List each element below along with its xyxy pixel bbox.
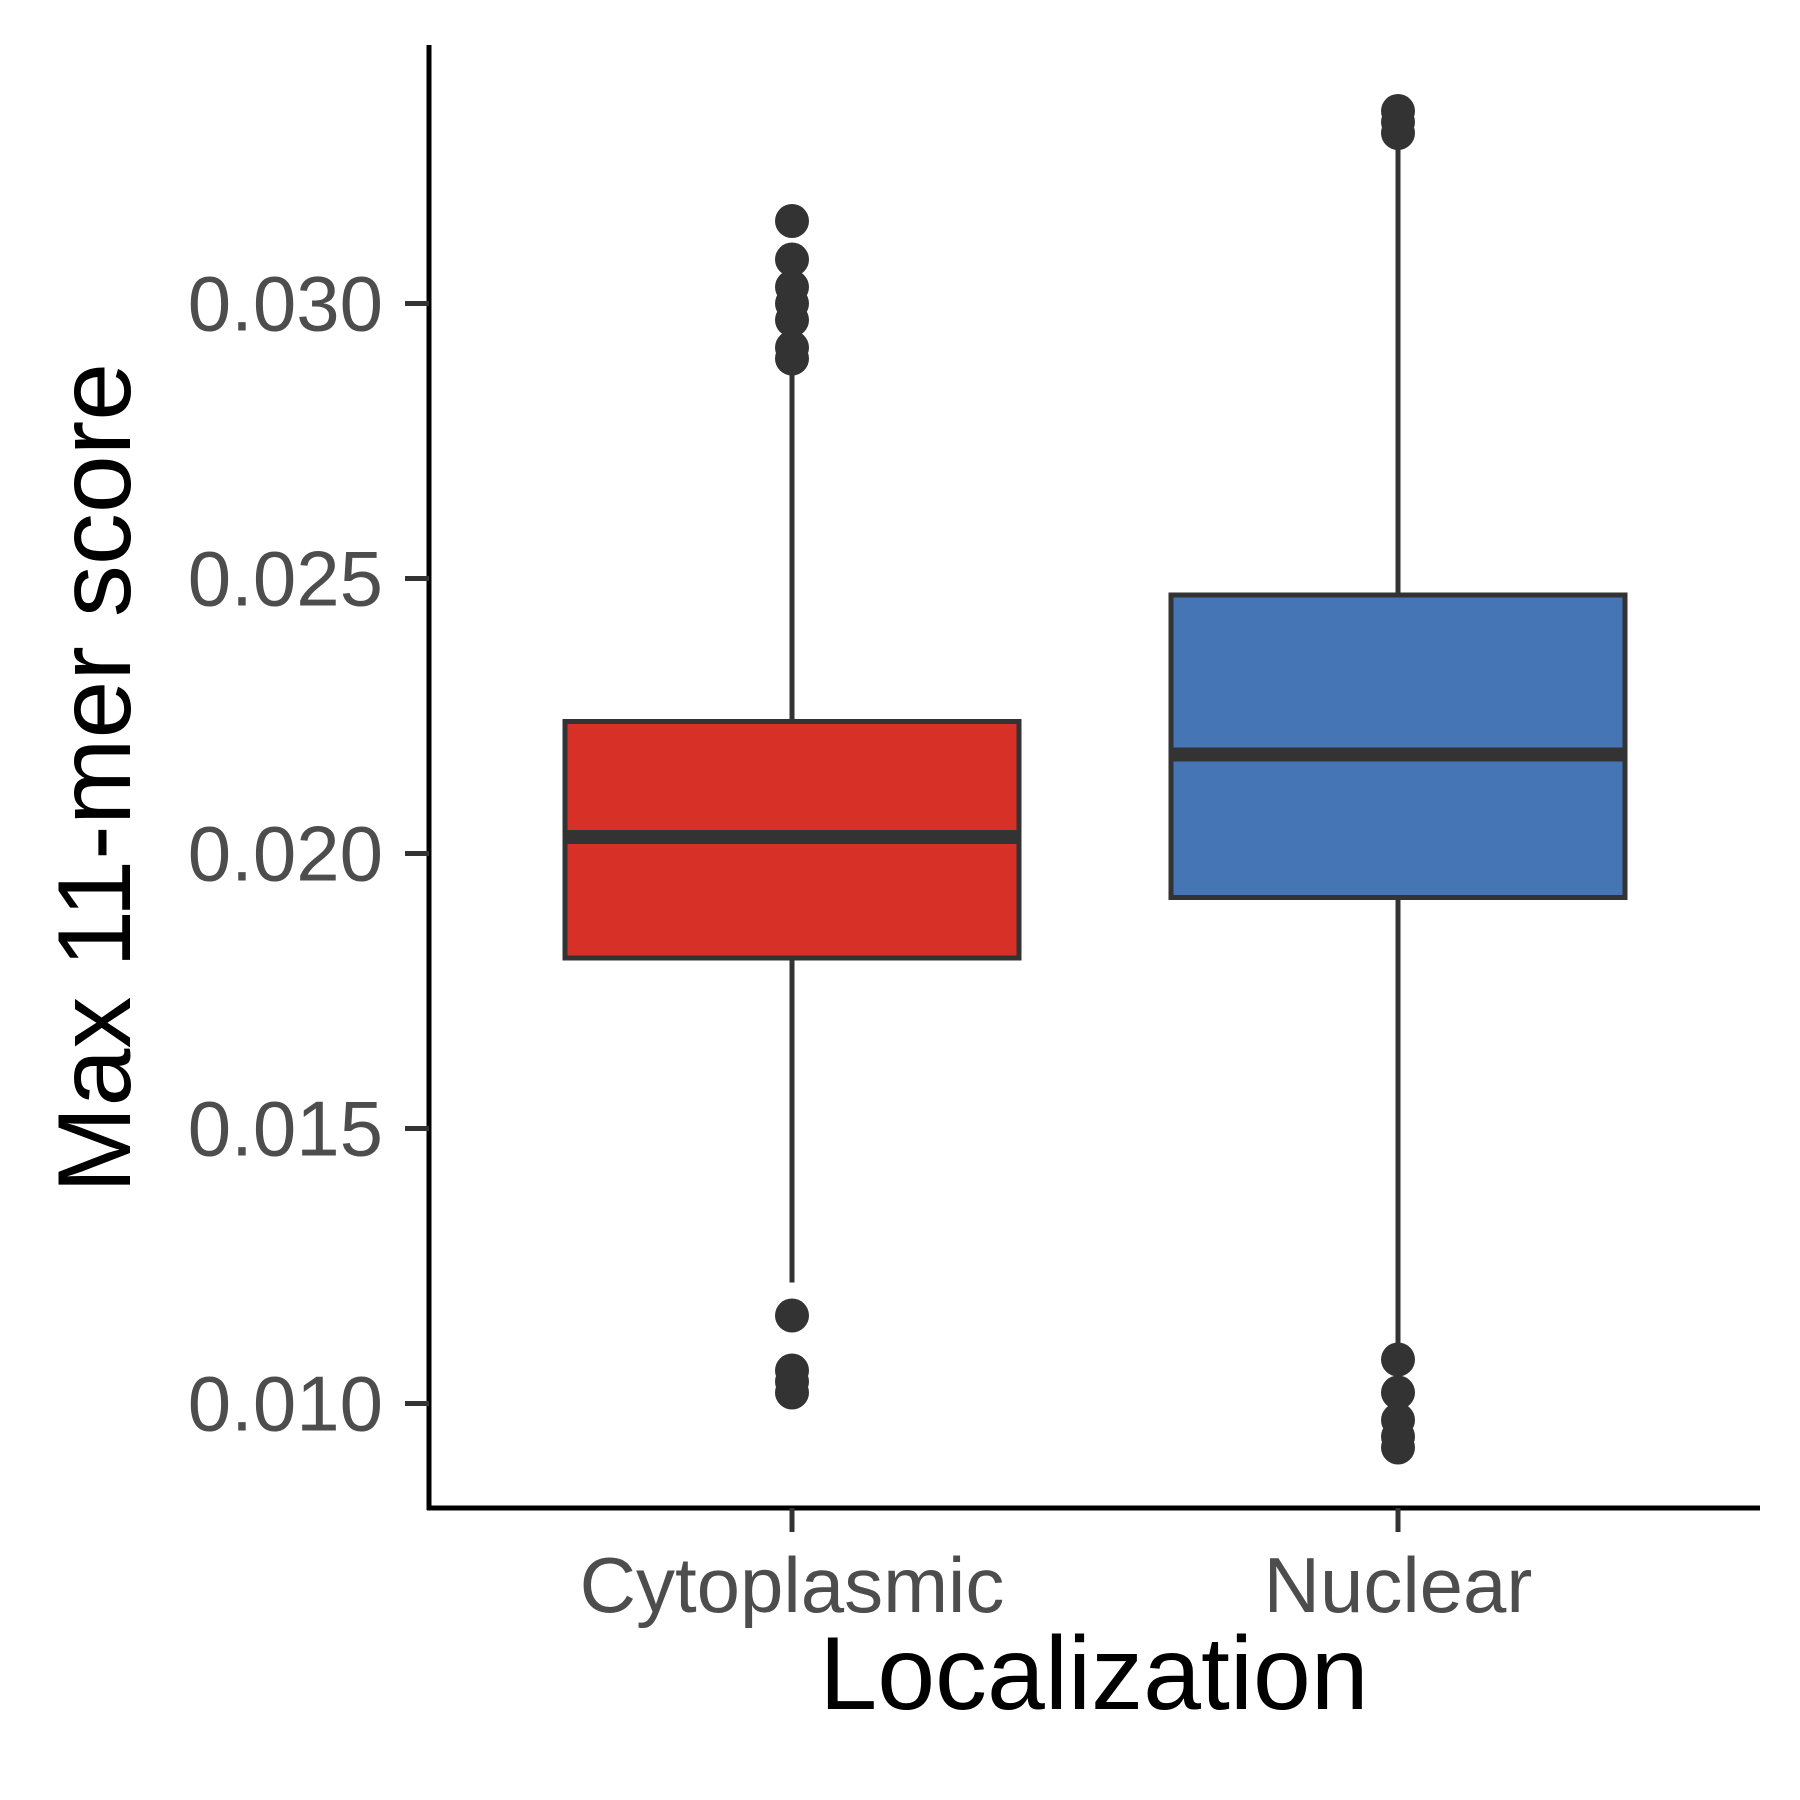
outlier-point	[775, 1298, 809, 1333]
y-tick-label: 0.025	[188, 535, 383, 623]
outlier-point	[775, 1375, 809, 1410]
plot-area	[562, 94, 1628, 1465]
box-group-nuclear	[1168, 94, 1628, 1465]
y-tick-label: 0.015	[188, 1085, 383, 1173]
y-tick-label: 0.030	[188, 260, 383, 348]
y-axis-title: Max 11-mer score	[37, 363, 153, 1193]
outlier-point	[775, 341, 809, 376]
outlier-point	[775, 242, 809, 277]
iqr-box	[1168, 592, 1628, 900]
outlier-point	[1381, 1375, 1415, 1410]
outlier-point	[1381, 1430, 1415, 1465]
x-axis-title: Localization	[819, 1616, 1368, 1732]
outlier-point	[1381, 1342, 1415, 1377]
outlier-point	[775, 303, 809, 337]
y-tick-label: 0.020	[188, 810, 383, 898]
box-group-cytoplasmic	[562, 204, 1022, 1410]
x-tick-label: Nuclear	[1264, 1541, 1533, 1629]
y-tick-label: 0.010	[188, 1360, 383, 1448]
x-tick-label: Cytoplasmic	[580, 1541, 1005, 1629]
axis-ticks: 0.010 0.015 0.020 0.025 0.030 Cytoplasmic Nucl…	[188, 260, 1533, 1630]
outlier-point	[775, 204, 809, 238]
outlier-point	[1381, 116, 1415, 150]
